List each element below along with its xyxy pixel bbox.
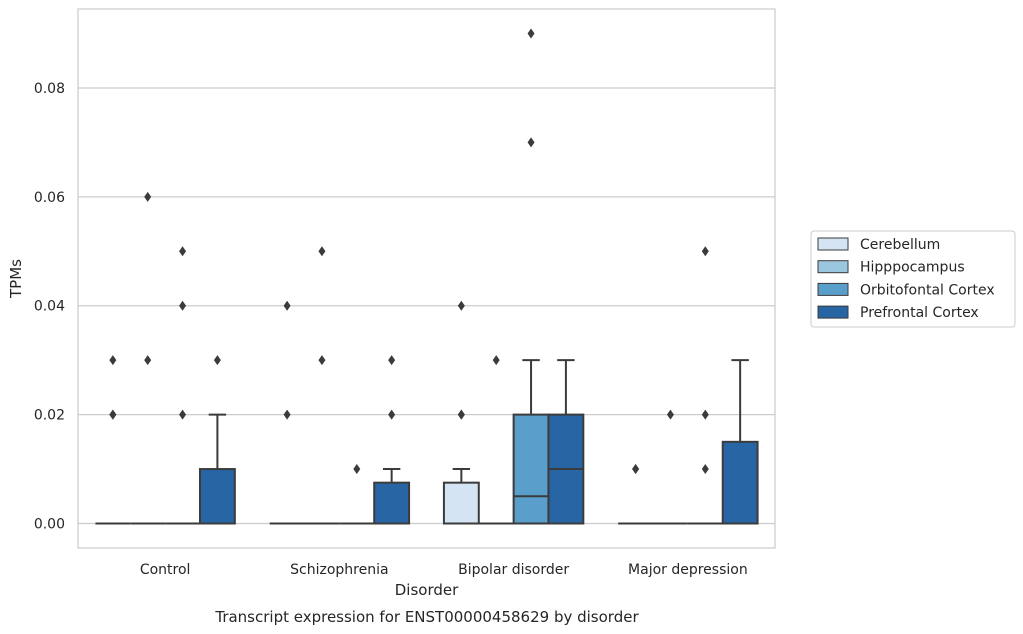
legend-label: Orbitofontal Cortex: [860, 282, 995, 298]
box-group: [130, 191, 166, 525]
chart-caption: Transcript expression for ENST0000045862…: [214, 608, 639, 626]
box: [198, 468, 236, 525]
outlier-point: [213, 355, 221, 366]
box-group: [269, 300, 305, 525]
outlier-point: [179, 409, 187, 420]
y-tick-label: 0.04: [34, 299, 65, 315]
legend-frame: [810, 230, 1016, 328]
outlier-point: [144, 355, 152, 366]
y-tick-label: 0.08: [34, 81, 65, 97]
outlier-point: [283, 300, 291, 311]
y-tick-label: 0.06: [34, 190, 65, 206]
box-group: [373, 355, 411, 525]
box-group: [512, 28, 550, 525]
box: [373, 481, 411, 525]
plot-area: [77, 8, 776, 549]
x-axis-label: Disorder: [395, 581, 459, 599]
box-group: [95, 355, 131, 525]
box-plots: [95, 28, 759, 525]
box-group: [653, 409, 688, 525]
box-group: [198, 355, 236, 525]
box: [721, 440, 759, 525]
legend-swatch: [817, 237, 849, 251]
outlier-point: [701, 409, 709, 420]
x-tick-label: Control: [140, 562, 191, 578]
box-group: [687, 246, 723, 525]
box-group: [618, 464, 654, 525]
x-tick-label: Major depression: [628, 562, 748, 578]
outlier-point: [527, 28, 535, 39]
x-tick-label: Schizophrenia: [290, 562, 388, 578]
outlier-point: [457, 409, 465, 420]
box: [442, 481, 480, 525]
outlier-point: [144, 191, 152, 202]
outlier-point: [318, 246, 326, 257]
outlier-point: [388, 409, 396, 420]
y-axis-ticks: 0.00 0.02 0.04 0.06 0.08: [34, 81, 65, 533]
y-axis-label: TPMs: [7, 259, 25, 299]
outlier-point: [353, 464, 361, 475]
box-group: [547, 359, 585, 525]
box-group: [442, 300, 480, 525]
legend-swatch: [817, 305, 849, 319]
outlier-point: [318, 355, 326, 366]
box-group: [339, 464, 375, 525]
outlier-point: [527, 137, 535, 148]
outlier-point: [632, 464, 640, 475]
box: [512, 413, 550, 525]
y-tick-label: 0.00: [34, 517, 65, 533]
outlier-point: [109, 355, 117, 366]
x-tick-label: Bipolar disorder: [458, 562, 569, 578]
box-group: [165, 246, 200, 525]
outlier-point: [492, 355, 500, 366]
box-group: [304, 246, 340, 525]
outlier-point: [283, 409, 291, 420]
legend-swatch: [817, 282, 849, 296]
outlier-point: [457, 300, 465, 311]
outlier-point: [701, 246, 709, 257]
legend: Cerebellum Hipppocampus Orbitofontal Corte…: [810, 230, 1016, 328]
outlier-point: [701, 464, 709, 475]
legend-label: Hipppocampus: [860, 260, 965, 276]
outlier-point: [179, 246, 187, 257]
y-tick-label: 0.02: [34, 408, 65, 424]
outlier-point: [179, 300, 187, 311]
legend-label: Prefrontal Cortex: [860, 305, 979, 321]
x-axis-ticks: Control Schizophrenia Bipolar disorder Majo…: [140, 562, 748, 578]
outlier-point: [109, 409, 117, 420]
box-group: [721, 359, 759, 525]
outlier-point: [666, 409, 674, 420]
legend-label: Cerebellum: [860, 237, 940, 253]
outlier-point: [388, 355, 396, 366]
legend-swatch: [817, 260, 849, 274]
box-group: [478, 355, 514, 525]
